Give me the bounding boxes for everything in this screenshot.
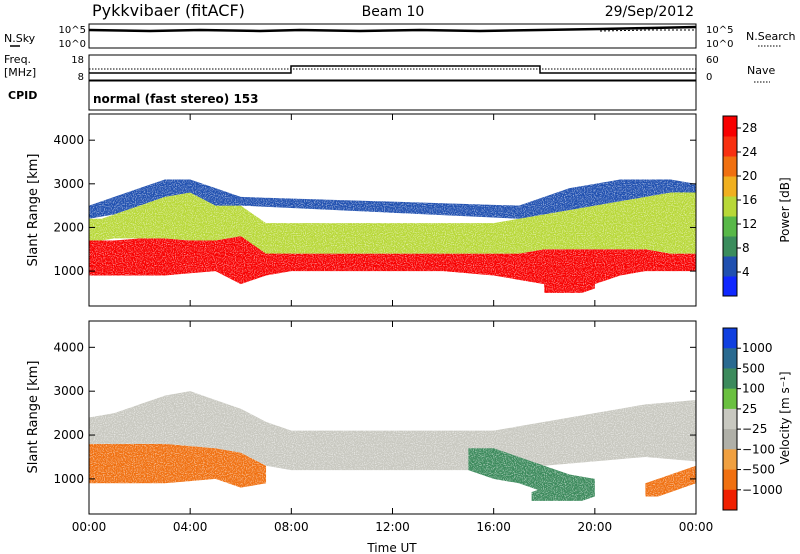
velocity-colorbar-tick-label: 500 [742, 361, 765, 375]
freq-tick-high: 18 [71, 55, 84, 66]
power-x-ticks [88, 114, 697, 306]
beam-label: Beam 10 [362, 4, 425, 20]
power-panel-ytick-label: 1000 [53, 264, 84, 278]
velocity-panel-ytick-label: 3000 [53, 384, 84, 398]
power-colorbar-segment [723, 156, 737, 177]
power-colorbar-label: Power [dB] [778, 177, 792, 242]
velocity-colorbar-segment [723, 368, 737, 390]
velocity-x-ticks: 00:00 04:00 08:00 12:00 16:00 20:00 00:00 [72, 321, 714, 534]
cpid-text: normal (fast stereo) 153 [93, 92, 259, 106]
velocity-colorbar-segment [723, 348, 737, 369]
cpid-label: CPID [8, 89, 37, 102]
velocity-colorbar-segment [723, 408, 737, 430]
power-colorbar-tick-label: 16 [742, 193, 757, 207]
freq-panel: Freq. [MHz] 18 8 Nave 60 0 [4, 53, 775, 83]
power-y-ticks: 1000 2000 3000 4000 [53, 133, 696, 278]
velocity-y-axis-label: Slant Range [km] [26, 361, 41, 474]
velocity-colorbar-tick-label: −100 [742, 442, 775, 456]
nave-tick-high: 60 [706, 55, 719, 66]
power-speckle [89, 114, 696, 306]
power-colorbar-tick-label: 4 [742, 265, 750, 279]
power-colorbar-tick-label: 24 [742, 145, 757, 159]
velocity-colorbar-frame [722, 327, 738, 511]
nsky-frame [88, 23, 697, 49]
nsearch-tick-high: 10^5 [706, 25, 733, 36]
velocity-colorbar-segment [723, 429, 737, 450]
nsearch-trace [599, 29, 696, 32]
power-colorbar-tick-label: 20 [742, 169, 757, 183]
cpid-frame [88, 80, 697, 111]
nsky-tick-high: 10^5 [59, 25, 86, 36]
date-label: 29/Sep/2012 [605, 4, 694, 20]
velocity-panel-ytick-label: 4000 [53, 340, 84, 354]
velocity-panel-xtick-label: 16:00 [476, 520, 511, 534]
power-colorbar-segment [723, 236, 737, 257]
power-colorbar-tick-label: 8 [742, 241, 750, 255]
nsky-trace [88, 25, 697, 33]
velocity-colorbar-label: Velocity [m s⁻¹] [778, 371, 792, 464]
nsky-label: N.Sky [4, 32, 36, 45]
velocity-panel-xtick-label: 08:00 [274, 520, 309, 534]
velocity-colorbar-segment [723, 388, 737, 410]
power-colorbar: 4 8 12 16 20 24 28 Power [dB] [722, 115, 792, 297]
velocity-colorbar-tick-label: −25 [742, 422, 767, 436]
velocity-colorbar-segment [723, 449, 737, 471]
velocity-colorbar-segment [723, 489, 737, 511]
power-colorbar-segment [723, 196, 737, 217]
velocity-colorbar-segment [723, 328, 737, 349]
power-y-axis-label: Slant Range [km] [26, 154, 41, 267]
velocity-panel-xtick-label: 12:00 [375, 520, 410, 534]
velocity-panel-xtick-label: 04:00 [173, 520, 208, 534]
freq-frame [88, 54, 697, 81]
power-colorbar-segment [723, 216, 737, 237]
cpid-panel: CPID normal (fast stereo) 153 [8, 80, 697, 111]
figure-title: Pykkvibaer (fitACF) [92, 1, 245, 20]
nave-label: Nave [747, 64, 775, 77]
nsky-tick-low: 10^0 [59, 39, 86, 50]
nave-tick-low: 0 [706, 72, 712, 83]
nsearch-tick-low: 10^0 [706, 39, 733, 50]
freq-trace [89, 65, 696, 74]
velocity-speckle [89, 321, 696, 514]
velocity-panel-ytick-label: 2000 [53, 428, 84, 442]
velocity-colorbar-tick-label: −500 [742, 463, 775, 477]
velocity-colorbar-tick-label: 1000 [742, 341, 773, 355]
power-panel-ytick-label: 3000 [53, 177, 84, 191]
velocity-y-ticks: 1000 2000 3000 4000 [53, 340, 696, 486]
velocity-colorbar-tick-label: −1000 [742, 483, 783, 497]
power-colorbar-tick-label: 12 [742, 217, 757, 231]
power-colorbar-segment [723, 276, 737, 297]
power-colorbar-frame [722, 115, 738, 297]
freq-label-line1: Freq. [4, 53, 31, 66]
power-colorbar-segment [723, 136, 737, 157]
velocity-colorbar-tick-label: 25 [742, 402, 757, 416]
freq-tick-low: 8 [78, 72, 84, 83]
freq-label-line2: [MHz] [4, 66, 36, 79]
velocity-panel-xtick-label: 20:00 [578, 520, 613, 534]
velocity-colorbar: 1000 500 100 25 −25 −100 −500 −1000 Velocity [m… [722, 327, 792, 511]
power-panel: 1000 2000 3000 4000 Slant Range [km] [26, 113, 697, 307]
power-colorbar-segment [723, 176, 737, 197]
power-panel-ytick-label: 4000 [53, 133, 84, 147]
velocity-panel-xtick-label: 00:00 [679, 520, 714, 534]
velocity-panel-xtick-label: 00:00 [72, 520, 107, 534]
nsky-panel: N.Sky 10^5 10^0 N.Search 10^5 10^0 [4, 23, 796, 50]
nsearch-label: N.Search [746, 30, 796, 43]
power-colorbar-segment [723, 116, 737, 137]
velocity-colorbar-segment [723, 469, 737, 491]
power-colorbar-segment [723, 256, 737, 277]
power-panel-ytick-label: 2000 [53, 220, 84, 234]
velocity-colorbar-tick-label: 100 [742, 382, 765, 396]
x-axis-label: Time UT [366, 541, 417, 554]
power-colorbar-tick-label: 28 [742, 121, 757, 135]
velocity-panel: 00:00 04:00 08:00 12:00 16:00 20:00 00:00 1000… [26, 320, 714, 554]
velocity-panel-ytick-label: 1000 [53, 472, 84, 486]
